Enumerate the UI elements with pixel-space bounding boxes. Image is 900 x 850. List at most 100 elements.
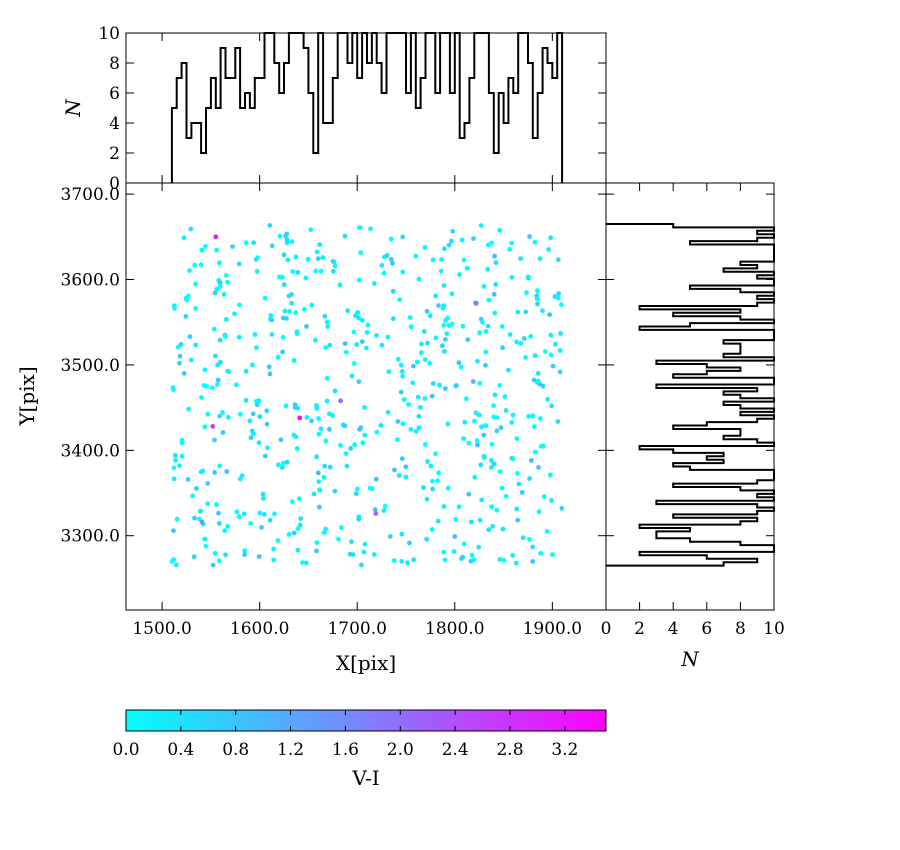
scatter-point (349, 373, 355, 379)
scatter-point (177, 353, 183, 359)
scatter-point (282, 308, 288, 314)
scatter-point (353, 313, 358, 319)
scatter-point (386, 369, 392, 374)
scatter-point (364, 345, 369, 351)
scatter-point (285, 257, 291, 263)
scatter-point (381, 508, 387, 513)
scatter-point (264, 408, 270, 414)
top-histogram-ytick-label: 6 (109, 84, 120, 104)
scatter-xlabel: X[pix] (336, 651, 396, 675)
scatter-point (491, 403, 496, 408)
scatter-point (257, 510, 263, 516)
scatter-point (309, 302, 315, 308)
scatter-point (275, 538, 281, 543)
scatter-point (186, 293, 191, 299)
scatter-point (494, 428, 500, 434)
scatter-point (497, 383, 502, 388)
scatter-point (277, 274, 282, 280)
scatter-point (213, 234, 219, 240)
scatter-point (255, 255, 261, 260)
scatter-point (221, 291, 227, 297)
colorbar-label: V-I (351, 766, 379, 790)
scatter-point (523, 355, 528, 360)
scatter-point (373, 511, 379, 516)
scatter-point (202, 536, 208, 542)
scatter-point (427, 360, 433, 366)
scatter-point (506, 367, 511, 373)
scatter-point (472, 474, 478, 480)
scatter-point (275, 354, 281, 360)
scatter-point (456, 360, 462, 366)
scatter-point (369, 486, 375, 492)
scatter-point (199, 247, 205, 253)
scatter-point (250, 362, 255, 368)
scatter-point (437, 382, 442, 388)
scatter-point (223, 552, 228, 558)
scatter-point (216, 260, 222, 266)
scatter-point (296, 496, 302, 502)
scatter-point (385, 409, 391, 415)
scatter-point (544, 528, 550, 534)
scatter-point (237, 411, 243, 417)
scatter-point (317, 242, 323, 248)
scatter-point (410, 380, 416, 386)
scatter-point (523, 309, 529, 315)
scatter-point (445, 315, 451, 321)
scatter-point (535, 301, 540, 307)
scatter-point (436, 470, 441, 476)
scatter-point (497, 557, 503, 562)
right-histogram-panel: 0 2 4 6 8 10 N (601, 182, 785, 671)
scatter-point (429, 393, 435, 399)
scatter-point (342, 233, 348, 239)
scatter-point (514, 339, 519, 345)
colorbar-tick-label: 0.4 (167, 740, 194, 760)
scatter-point (514, 436, 520, 441)
scatter-point (225, 279, 231, 285)
scatter-point (293, 254, 299, 260)
scatter-point (515, 470, 520, 476)
scatter-point (243, 240, 249, 246)
scatter-point (214, 247, 220, 253)
scatter-point (289, 300, 294, 306)
scatter-point (403, 464, 409, 470)
scatter-point (248, 521, 254, 526)
scatter-point (478, 462, 484, 468)
scatter-point (198, 508, 203, 514)
scatter-point (284, 231, 290, 237)
scatter-point (254, 345, 259, 351)
scatter-point (418, 405, 423, 410)
scatter-point (518, 340, 524, 346)
scatter-point (284, 240, 290, 246)
scatter-point (343, 349, 349, 355)
scatter-point (430, 486, 435, 492)
colorbar-tick-label: 2.4 (442, 740, 469, 760)
scatter-point (524, 290, 529, 296)
scatter-point (489, 458, 494, 463)
scatter-point (251, 240, 256, 246)
scatter-point (558, 302, 564, 308)
scatter-point (353, 491, 359, 497)
scatter-point (226, 414, 231, 420)
scatter-ytick-label: 3500.0 (61, 356, 120, 376)
scatter-point (416, 276, 422, 282)
scatter-point (430, 381, 436, 386)
scatter-point (411, 557, 416, 563)
scatter-panel: 1500.0 1600.0 1700.0 1800.0 1900.0 3300.0 3400… (15, 182, 607, 675)
scatter-point (485, 266, 490, 272)
scatter-point (519, 490, 525, 495)
scatter-point (294, 446, 300, 451)
scatter-point (492, 310, 498, 316)
scatter-point (261, 496, 266, 501)
scatter-point (198, 469, 204, 475)
scatter-point (361, 549, 367, 555)
scatter-point (459, 237, 465, 243)
scatter-point (339, 525, 344, 530)
right-histogram-xlabel: N (680, 647, 700, 671)
scatter-point (557, 348, 563, 353)
scatter-point (202, 424, 208, 430)
scatter-point (399, 559, 405, 564)
scatter-point (510, 456, 516, 462)
scatter-point (479, 497, 485, 503)
scatter-point (399, 456, 405, 462)
